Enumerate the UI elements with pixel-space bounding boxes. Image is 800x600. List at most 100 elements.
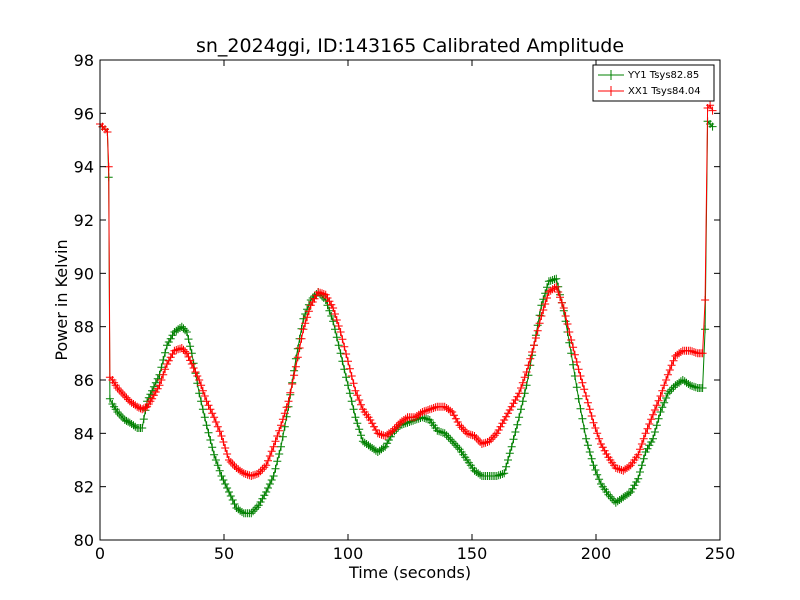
data-point-1-40	[168, 350, 177, 358]
data-point-1-54	[193, 372, 202, 380]
data-point-1-52	[189, 364, 198, 372]
data-point-1-38	[164, 356, 173, 365]
data-point-1-78	[238, 468, 246, 476]
data-point-1-194	[453, 418, 462, 426]
data-point-0-142	[357, 431, 365, 440]
data-point-1-265	[585, 405, 594, 414]
data-point-0-111	[299, 314, 308, 323]
data-point-1-280	[613, 464, 622, 473]
data-point-1-151	[373, 429, 382, 438]
data-point-1-37	[163, 360, 171, 368]
data-point-1-254	[565, 328, 574, 336]
data-point-1-216	[494, 426, 503, 434]
data-point-0-35	[159, 356, 168, 364]
data-point-1-330	[708, 106, 717, 115]
x-tick-label-3: 150	[457, 544, 488, 563]
data-point-1-212	[487, 435, 496, 444]
data-point-1-182	[431, 403, 440, 412]
data-point-1-296	[643, 424, 652, 433]
data-point-0-141	[355, 425, 364, 434]
data-point-0-40	[168, 331, 177, 340]
data-point-1-299	[649, 410, 657, 419]
data-point-0-30	[149, 382, 158, 391]
data-point-0-60	[204, 428, 213, 437]
data-point-1-252	[561, 312, 570, 320]
data-point-0-19	[131, 422, 140, 431]
data-point-0-95	[269, 472, 278, 480]
y-tick-label-6: 92	[74, 211, 94, 230]
data-point-0-176	[420, 414, 429, 422]
data-point-1-148	[368, 419, 377, 428]
data-point-0-225	[511, 428, 520, 436]
data-point-0-29	[148, 386, 157, 395]
data-point-1-81	[243, 470, 252, 479]
data-point-1-127	[329, 304, 338, 312]
data-point-1-70	[223, 450, 232, 458]
data-point-1-122	[319, 290, 328, 298]
data-point-1-228	[517, 384, 525, 392]
data-point-1-135	[344, 357, 352, 366]
data-point-0-23	[138, 424, 147, 432]
data-point-0-87	[254, 501, 263, 510]
data-point-0-191	[448, 437, 457, 446]
data-point-1-179	[425, 405, 434, 414]
data-point-0-157	[384, 436, 393, 444]
data-point-0-83	[247, 509, 256, 518]
data-point-1-279	[611, 464, 620, 472]
data-point-0-194	[453, 443, 462, 452]
data-point-0-188	[442, 431, 451, 440]
data-point-1-199	[463, 429, 471, 438]
data-point-0-110	[297, 324, 306, 333]
data-point-1-306	[662, 376, 671, 384]
data-point-1-273	[600, 446, 609, 455]
data-point-1-42	[172, 346, 181, 354]
data-point-0-155	[381, 442, 390, 451]
data-point-0-67	[217, 472, 226, 480]
data-point-1-240	[539, 306, 548, 314]
data-point-0-297	[645, 441, 654, 450]
y-tick-label-0: 80	[74, 531, 94, 550]
data-point-0-320	[688, 382, 697, 390]
data-point-0-226	[513, 420, 522, 429]
data-point-0-300	[650, 428, 659, 436]
data-point-0-265	[585, 448, 594, 456]
data-point-0-57	[198, 405, 207, 414]
data-point-1-63	[210, 413, 219, 422]
data-point-1-201	[466, 430, 475, 439]
data-point-0-49	[184, 335, 193, 344]
data-point-1-203	[470, 432, 479, 440]
data-point-1-100	[278, 415, 287, 424]
y-tick-label-8: 96	[74, 104, 94, 123]
data-point-1-71	[225, 456, 233, 464]
data-point-1-267	[589, 418, 598, 427]
data-point-0-63	[210, 450, 219, 459]
data-point-1-30	[149, 391, 158, 400]
data-point-1-154	[379, 431, 388, 440]
data-point-0-136	[345, 389, 354, 398]
data-point-0-156	[383, 439, 392, 448]
data-point-0-13	[120, 416, 129, 424]
data-point-1-301	[652, 401, 661, 410]
data-point-0-269	[593, 470, 602, 479]
data-point-1-138	[349, 379, 358, 388]
data-point-1-106	[290, 371, 299, 380]
data-point-1-88	[256, 467, 265, 476]
data-point-1-13	[120, 392, 129, 400]
data-point-1-90	[260, 463, 269, 472]
data-point-0-216	[494, 471, 503, 480]
data-point-0-270	[595, 475, 604, 484]
data-point-1-197	[459, 425, 468, 434]
data-point-0-192	[450, 439, 458, 448]
data-point-1-124	[323, 294, 332, 302]
y-tick-label-4: 88	[74, 318, 94, 337]
data-point-1-57	[198, 386, 207, 395]
data-point-1-304	[658, 386, 667, 395]
series-line-0	[99, 120, 713, 514]
y-tick-label-3: 86	[74, 371, 94, 390]
data-point-1-262	[580, 385, 589, 394]
data-point-1-24	[139, 404, 148, 413]
data-point-0-222	[505, 449, 514, 458]
data-point-0-296	[643, 444, 652, 453]
data-point-0-138	[349, 405, 358, 414]
data-point-0-303	[656, 408, 665, 416]
